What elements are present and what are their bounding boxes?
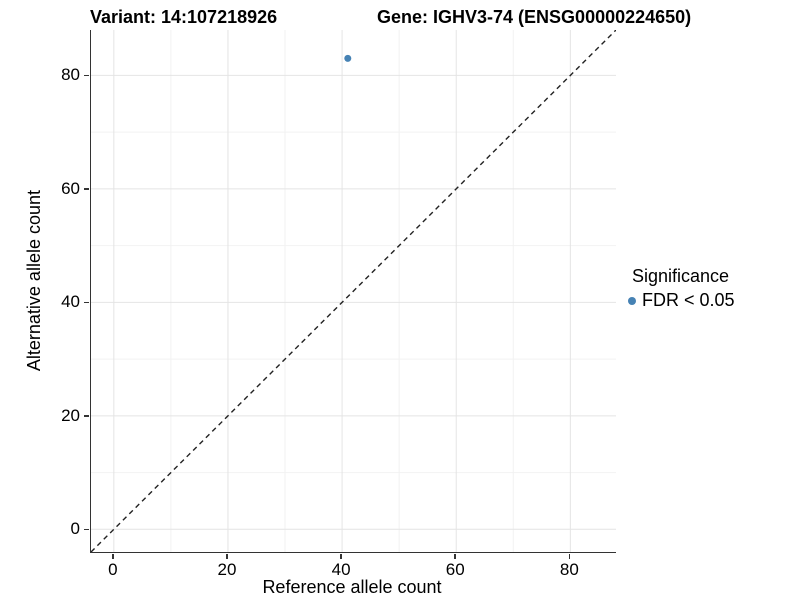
plot-panel	[90, 30, 616, 553]
legend-item: FDR < 0.05	[628, 290, 735, 311]
y-tick-mark	[83, 301, 89, 304]
x-tick-label: 40	[331, 560, 351, 579]
x-tick-label: 0	[108, 560, 118, 579]
x-tick-mark	[340, 553, 342, 559]
x-axis-title: Reference allele count	[262, 577, 442, 597]
y-tick-mark	[83, 415, 89, 417]
x-tick-label: 80	[559, 560, 579, 579]
plot-title-variant: Variant: 14:107218926	[90, 7, 278, 27]
legend: Significance FDR < 0.05	[628, 266, 735, 311]
x-tick-mark	[112, 553, 114, 559]
y-tick-mark	[83, 528, 89, 531]
x-tick-mark	[454, 553, 456, 559]
y-tick-mark	[83, 188, 89, 190]
y-tick-label: 20	[61, 405, 80, 425]
y-tick-label: 80	[61, 65, 80, 85]
legend-marker-dot-icon	[628, 296, 636, 305]
y-axis-title: Alternative allele count	[24, 190, 44, 372]
plot-area-svg	[91, 30, 616, 552]
x-tick-mark	[568, 553, 571, 559]
y-tick-label: 0	[70, 519, 80, 539]
identity-line	[91, 30, 616, 552]
legend-title: Significance	[632, 266, 730, 286]
data-point	[344, 54, 352, 62]
x-tick-mark	[226, 553, 228, 559]
x-tick-label: 20	[217, 560, 237, 579]
plot-title-gene: Gene: IGHV3-74 (ENSG00000224650)	[377, 7, 692, 27]
y-tick-mark	[83, 74, 89, 77]
y-tick-label: 40	[61, 292, 80, 312]
x-tick-label: 60	[445, 560, 465, 579]
y-tick-label: 60	[61, 178, 80, 198]
legend-item-label: FDR < 0.05	[642, 290, 735, 310]
